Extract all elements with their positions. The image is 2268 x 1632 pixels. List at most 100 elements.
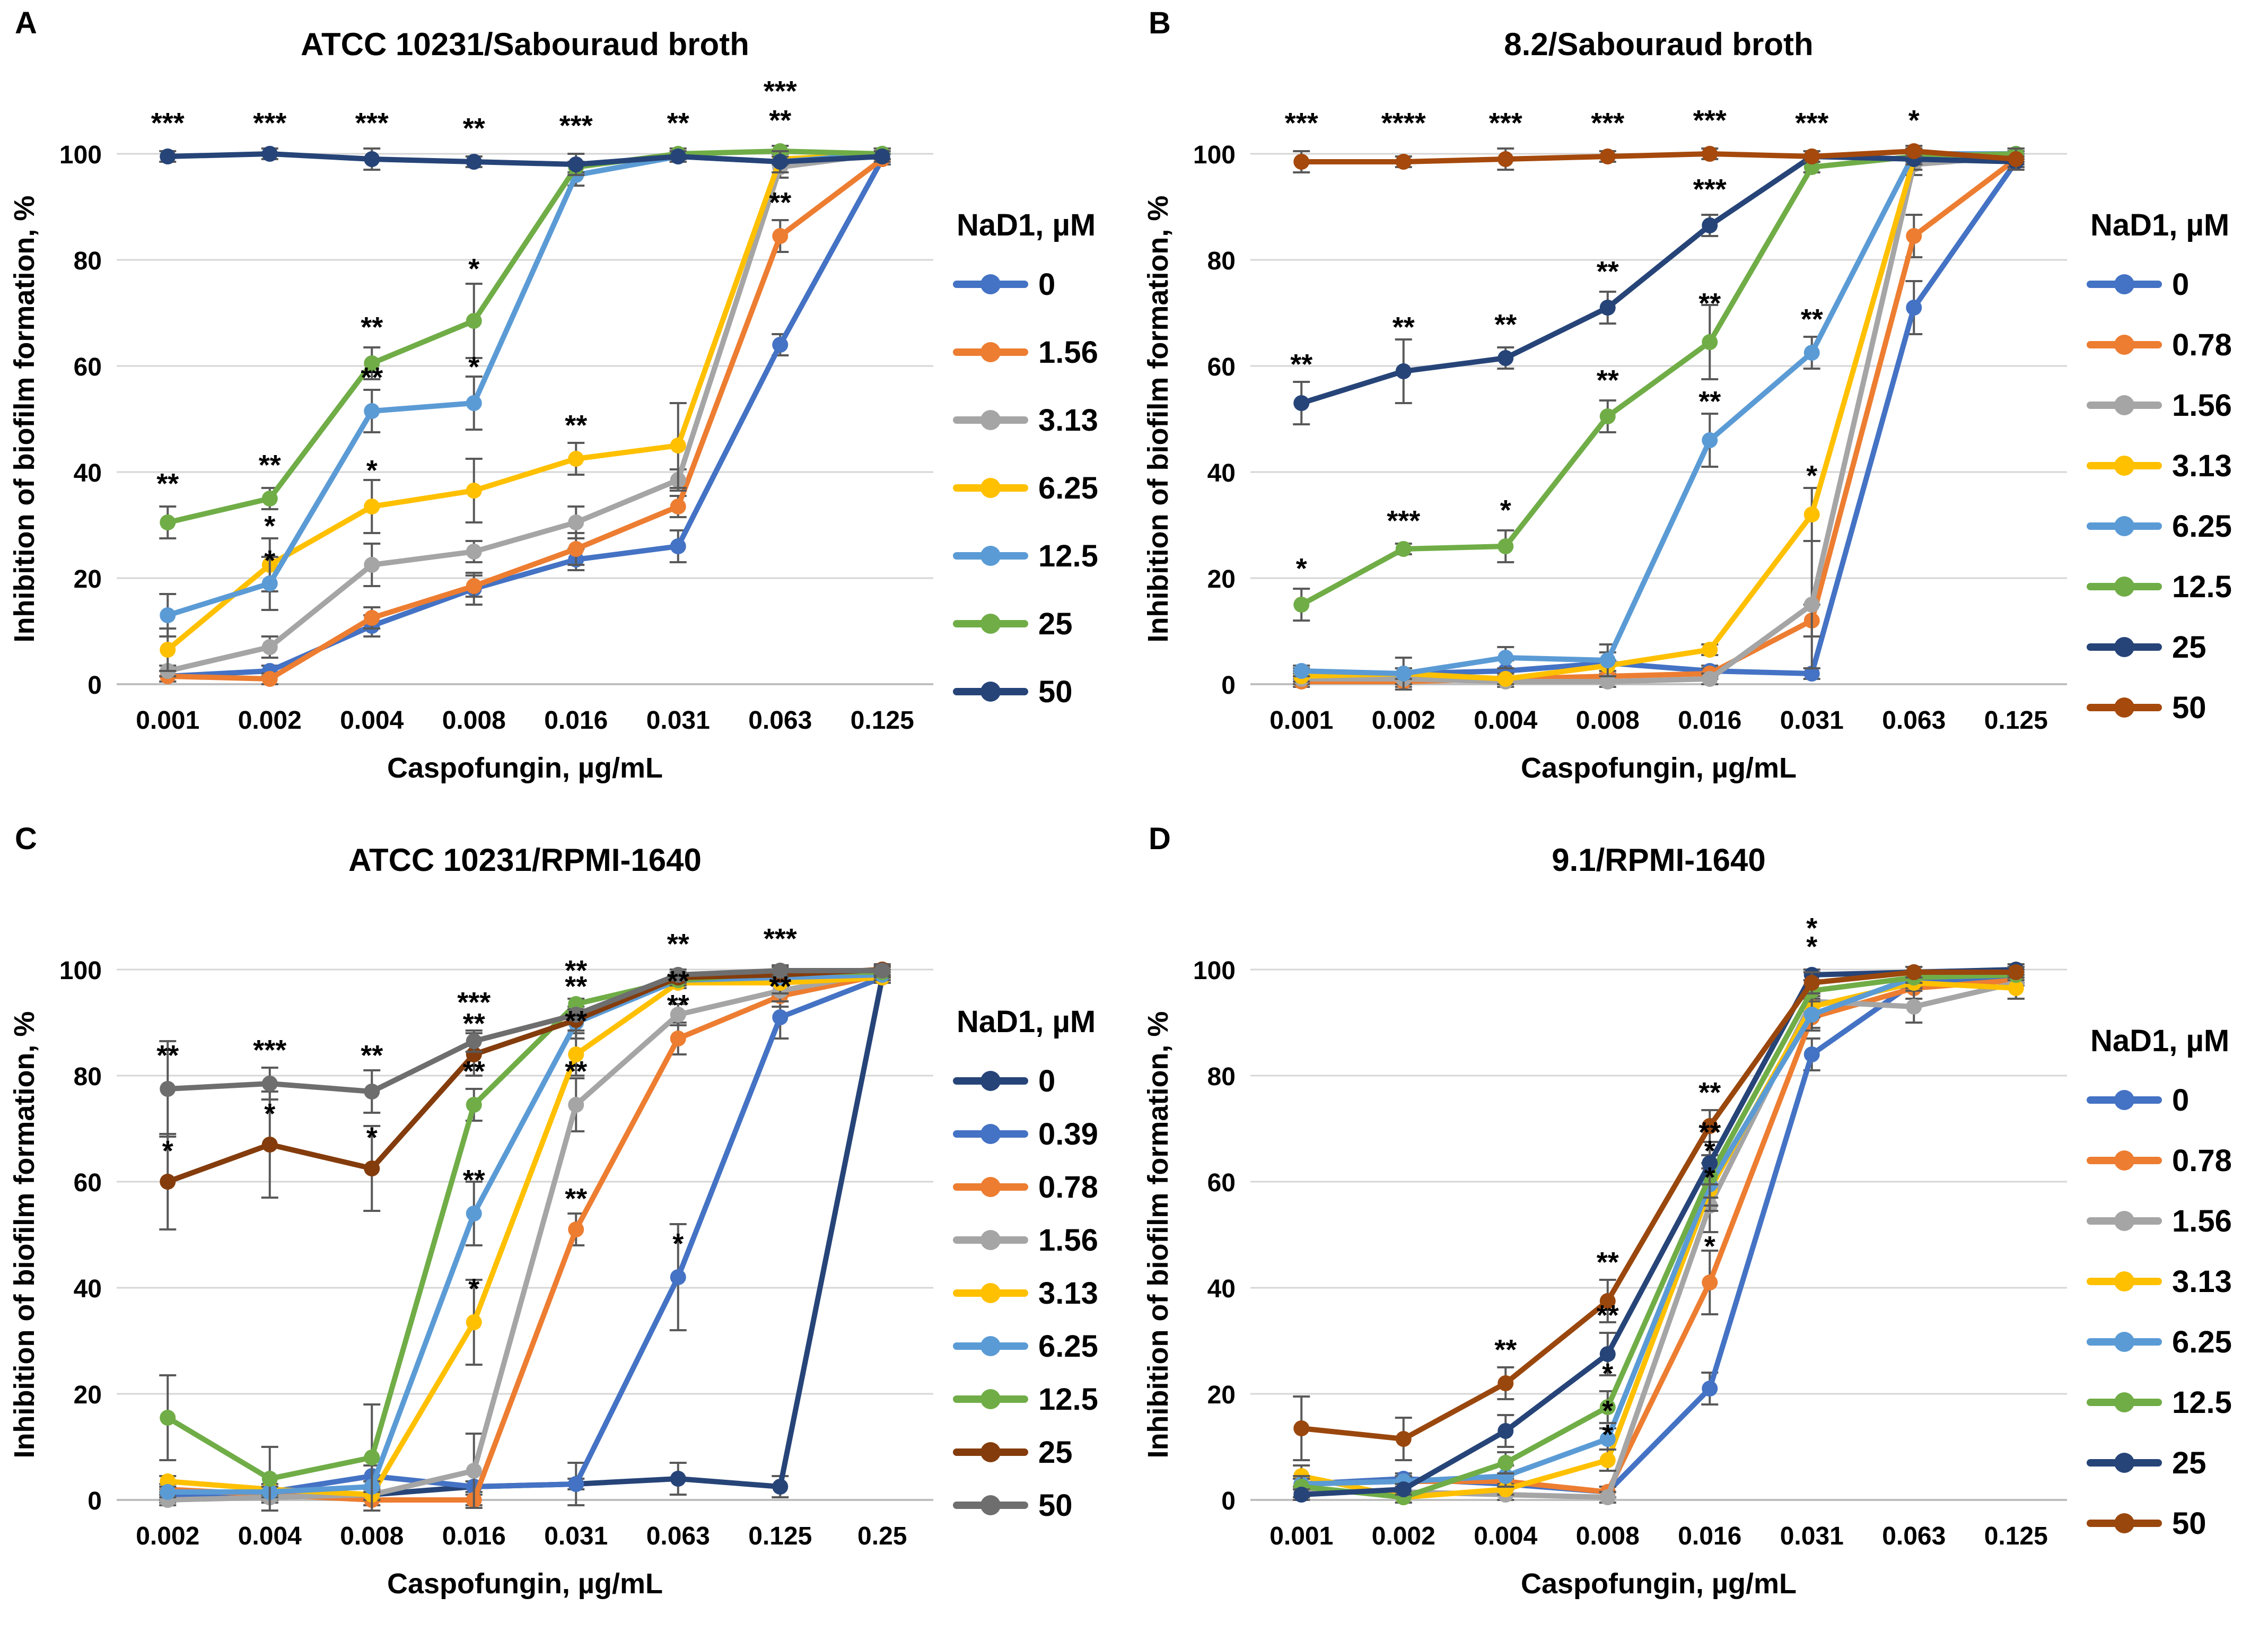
chart-title-C: ATCC 10231/RPMI-1640 bbox=[348, 842, 702, 878]
svg-text:6.25: 6.25 bbox=[1038, 471, 1098, 505]
svg-text:0.031: 0.031 bbox=[544, 1522, 608, 1550]
series-D-50 bbox=[1293, 964, 2025, 1461]
svg-text:40: 40 bbox=[1207, 1275, 1236, 1303]
svg-text:0: 0 bbox=[1038, 267, 1055, 302]
svg-text:**: ** bbox=[463, 1008, 485, 1040]
svg-text:*: * bbox=[1500, 494, 1511, 526]
svg-text:0.002: 0.002 bbox=[136, 1522, 199, 1550]
svg-text:25: 25 bbox=[2172, 630, 2206, 665]
x-axis-B: 0.001 0.002 0.004 0.008 0.016 0.031 0.063 0.125… bbox=[1269, 706, 2048, 784]
svg-text:60: 60 bbox=[74, 353, 102, 381]
svg-text:40: 40 bbox=[1207, 459, 1236, 487]
svg-text:0.004: 0.004 bbox=[1474, 706, 1537, 735]
svg-text:0: 0 bbox=[1038, 1064, 1055, 1098]
svg-text:0.063: 0.063 bbox=[646, 1522, 710, 1550]
svg-text:0.125: 0.125 bbox=[851, 706, 914, 735]
significance-stars-D: ****************** bbox=[1494, 912, 1817, 1451]
svg-text:0.016: 0.016 bbox=[1678, 1522, 1741, 1550]
svg-text:0.008: 0.008 bbox=[442, 706, 506, 735]
svg-text:**: ** bbox=[1597, 1246, 1619, 1278]
svg-text:**: ** bbox=[565, 971, 587, 1002]
svg-text:**: ** bbox=[1393, 311, 1415, 343]
svg-text:0.78: 0.78 bbox=[1038, 1170, 1098, 1205]
svg-text:NaD1, µM: NaD1, µM bbox=[2090, 1024, 2229, 1058]
svg-text:12.5: 12.5 bbox=[2172, 1385, 2232, 1420]
x-axis-A: 0.001 0.002 0.004 0.008 0.016 0.031 0.063 0.125… bbox=[136, 706, 914, 784]
series-D-6.25 bbox=[1293, 967, 2025, 1492]
chart-title-B: 8.2/Sabouraud broth bbox=[1504, 27, 1813, 62]
svg-text:Caspofungin, µg/mL: Caspofungin, µg/mL bbox=[387, 752, 663, 784]
svg-text:**: ** bbox=[463, 112, 485, 144]
svg-text:**: ** bbox=[1597, 1299, 1619, 1331]
panel-b-letter: B bbox=[1149, 6, 1171, 40]
y-axis-title-C: Inhibition of biofilm formation, % bbox=[8, 1011, 40, 1459]
svg-text:*: * bbox=[1806, 460, 1817, 492]
svg-text:1.56: 1.56 bbox=[1038, 1223, 1098, 1258]
svg-text:**: ** bbox=[361, 362, 383, 394]
svg-text:0.016: 0.016 bbox=[442, 1522, 506, 1550]
svg-text:***: *** bbox=[1795, 107, 1828, 139]
svg-text:0.063: 0.063 bbox=[1882, 1522, 1946, 1550]
svg-text:3.13: 3.13 bbox=[1038, 1276, 1098, 1311]
svg-text:0.016: 0.016 bbox=[1678, 706, 1741, 735]
svg-text:NaD1, µM: NaD1, µM bbox=[2090, 208, 2229, 242]
svg-text:**: ** bbox=[1698, 1116, 1721, 1148]
svg-text:**: ** bbox=[1494, 1334, 1517, 1366]
svg-text:40: 40 bbox=[74, 1275, 102, 1303]
svg-text:**: ** bbox=[769, 104, 791, 136]
gridlines-D: 0 20 40 60 80 100 bbox=[1193, 957, 2067, 1515]
svg-text:0.002: 0.002 bbox=[238, 706, 302, 735]
svg-text:Inhibition of biofilm formatio: Inhibition of biofilm formation, % bbox=[8, 1011, 40, 1459]
svg-text:20: 20 bbox=[74, 565, 102, 594]
svg-text:***: *** bbox=[764, 923, 797, 955]
svg-text:6.25: 6.25 bbox=[2172, 1325, 2232, 1359]
svg-text:*: * bbox=[1602, 1419, 1613, 1451]
svg-text:**: ** bbox=[1801, 303, 1823, 335]
svg-text:Caspofungin, µg/mL: Caspofungin, µg/mL bbox=[387, 1568, 663, 1600]
significance-stars-B: *** **** *** *** *** *** ***** *********** *****… bbox=[1285, 104, 1920, 584]
svg-text:NaD1, µM: NaD1, µM bbox=[957, 208, 1096, 242]
svg-text:**: ** bbox=[667, 928, 689, 960]
svg-text:***: *** bbox=[457, 987, 491, 1018]
svg-text:*: * bbox=[468, 351, 479, 383]
svg-text:*: * bbox=[1908, 104, 1920, 136]
legend-B: NaD1, µM 0 0.78 1.56 3.13 6.25 12.5 25 50 bbox=[2087, 208, 2232, 725]
svg-text:Caspofungin, µg/mL: Caspofungin, µg/mL bbox=[1521, 752, 1797, 784]
svg-text:**: ** bbox=[1698, 287, 1721, 319]
svg-text:**: ** bbox=[1494, 309, 1517, 341]
svg-text:0.004: 0.004 bbox=[238, 1522, 302, 1550]
svg-text:25: 25 bbox=[1038, 1435, 1073, 1470]
svg-text:0: 0 bbox=[87, 1487, 102, 1515]
svg-text:ATCC 10231/RPMI-1640: ATCC 10231/RPMI-1640 bbox=[348, 842, 702, 878]
svg-text:6.25: 6.25 bbox=[1038, 1329, 1098, 1364]
svg-text:0: 0 bbox=[1221, 1487, 1236, 1515]
svg-text:*: * bbox=[162, 1135, 173, 1167]
svg-text:0.25: 0.25 bbox=[857, 1522, 907, 1550]
svg-text:0.004: 0.004 bbox=[1474, 1522, 1537, 1550]
svg-text:***: *** bbox=[1693, 173, 1727, 205]
svg-text:0.125: 0.125 bbox=[748, 1522, 812, 1550]
svg-text:0.004: 0.004 bbox=[340, 706, 404, 735]
svg-text:*: * bbox=[1806, 912, 1817, 944]
legend-D: NaD1, µM 0 0.78 1.56 3.13 6.25 12.5 25 50 bbox=[2087, 1024, 2232, 1541]
svg-text:0.008: 0.008 bbox=[1576, 1522, 1640, 1550]
svg-text:***: *** bbox=[1693, 104, 1727, 136]
svg-text:25: 25 bbox=[2172, 1446, 2206, 1480]
svg-text:50: 50 bbox=[2172, 1506, 2206, 1541]
x-axis-D: 0.001 0.002 0.004 0.008 0.016 0.031 0.063 0.125… bbox=[1269, 1522, 2048, 1600]
svg-text:*: * bbox=[1602, 1395, 1613, 1427]
svg-text:50: 50 bbox=[1038, 1488, 1073, 1523]
svg-text:*: * bbox=[1602, 1358, 1613, 1390]
svg-text:0.063: 0.063 bbox=[748, 706, 812, 735]
svg-text:ATCC 10231/Sabouraud broth: ATCC 10231/Sabouraud broth bbox=[301, 27, 749, 62]
svg-text:60: 60 bbox=[74, 1169, 102, 1197]
svg-text:8.2/Sabouraud broth: 8.2/Sabouraud broth bbox=[1504, 27, 1813, 62]
svg-text:**: ** bbox=[565, 1183, 587, 1215]
svg-text:80: 80 bbox=[74, 247, 102, 275]
chart-title-A: ATCC 10231/Sabouraud broth bbox=[301, 27, 749, 62]
svg-text:*: * bbox=[264, 545, 275, 577]
svg-text:**: ** bbox=[667, 989, 689, 1021]
svg-text:**: ** bbox=[463, 1055, 485, 1087]
